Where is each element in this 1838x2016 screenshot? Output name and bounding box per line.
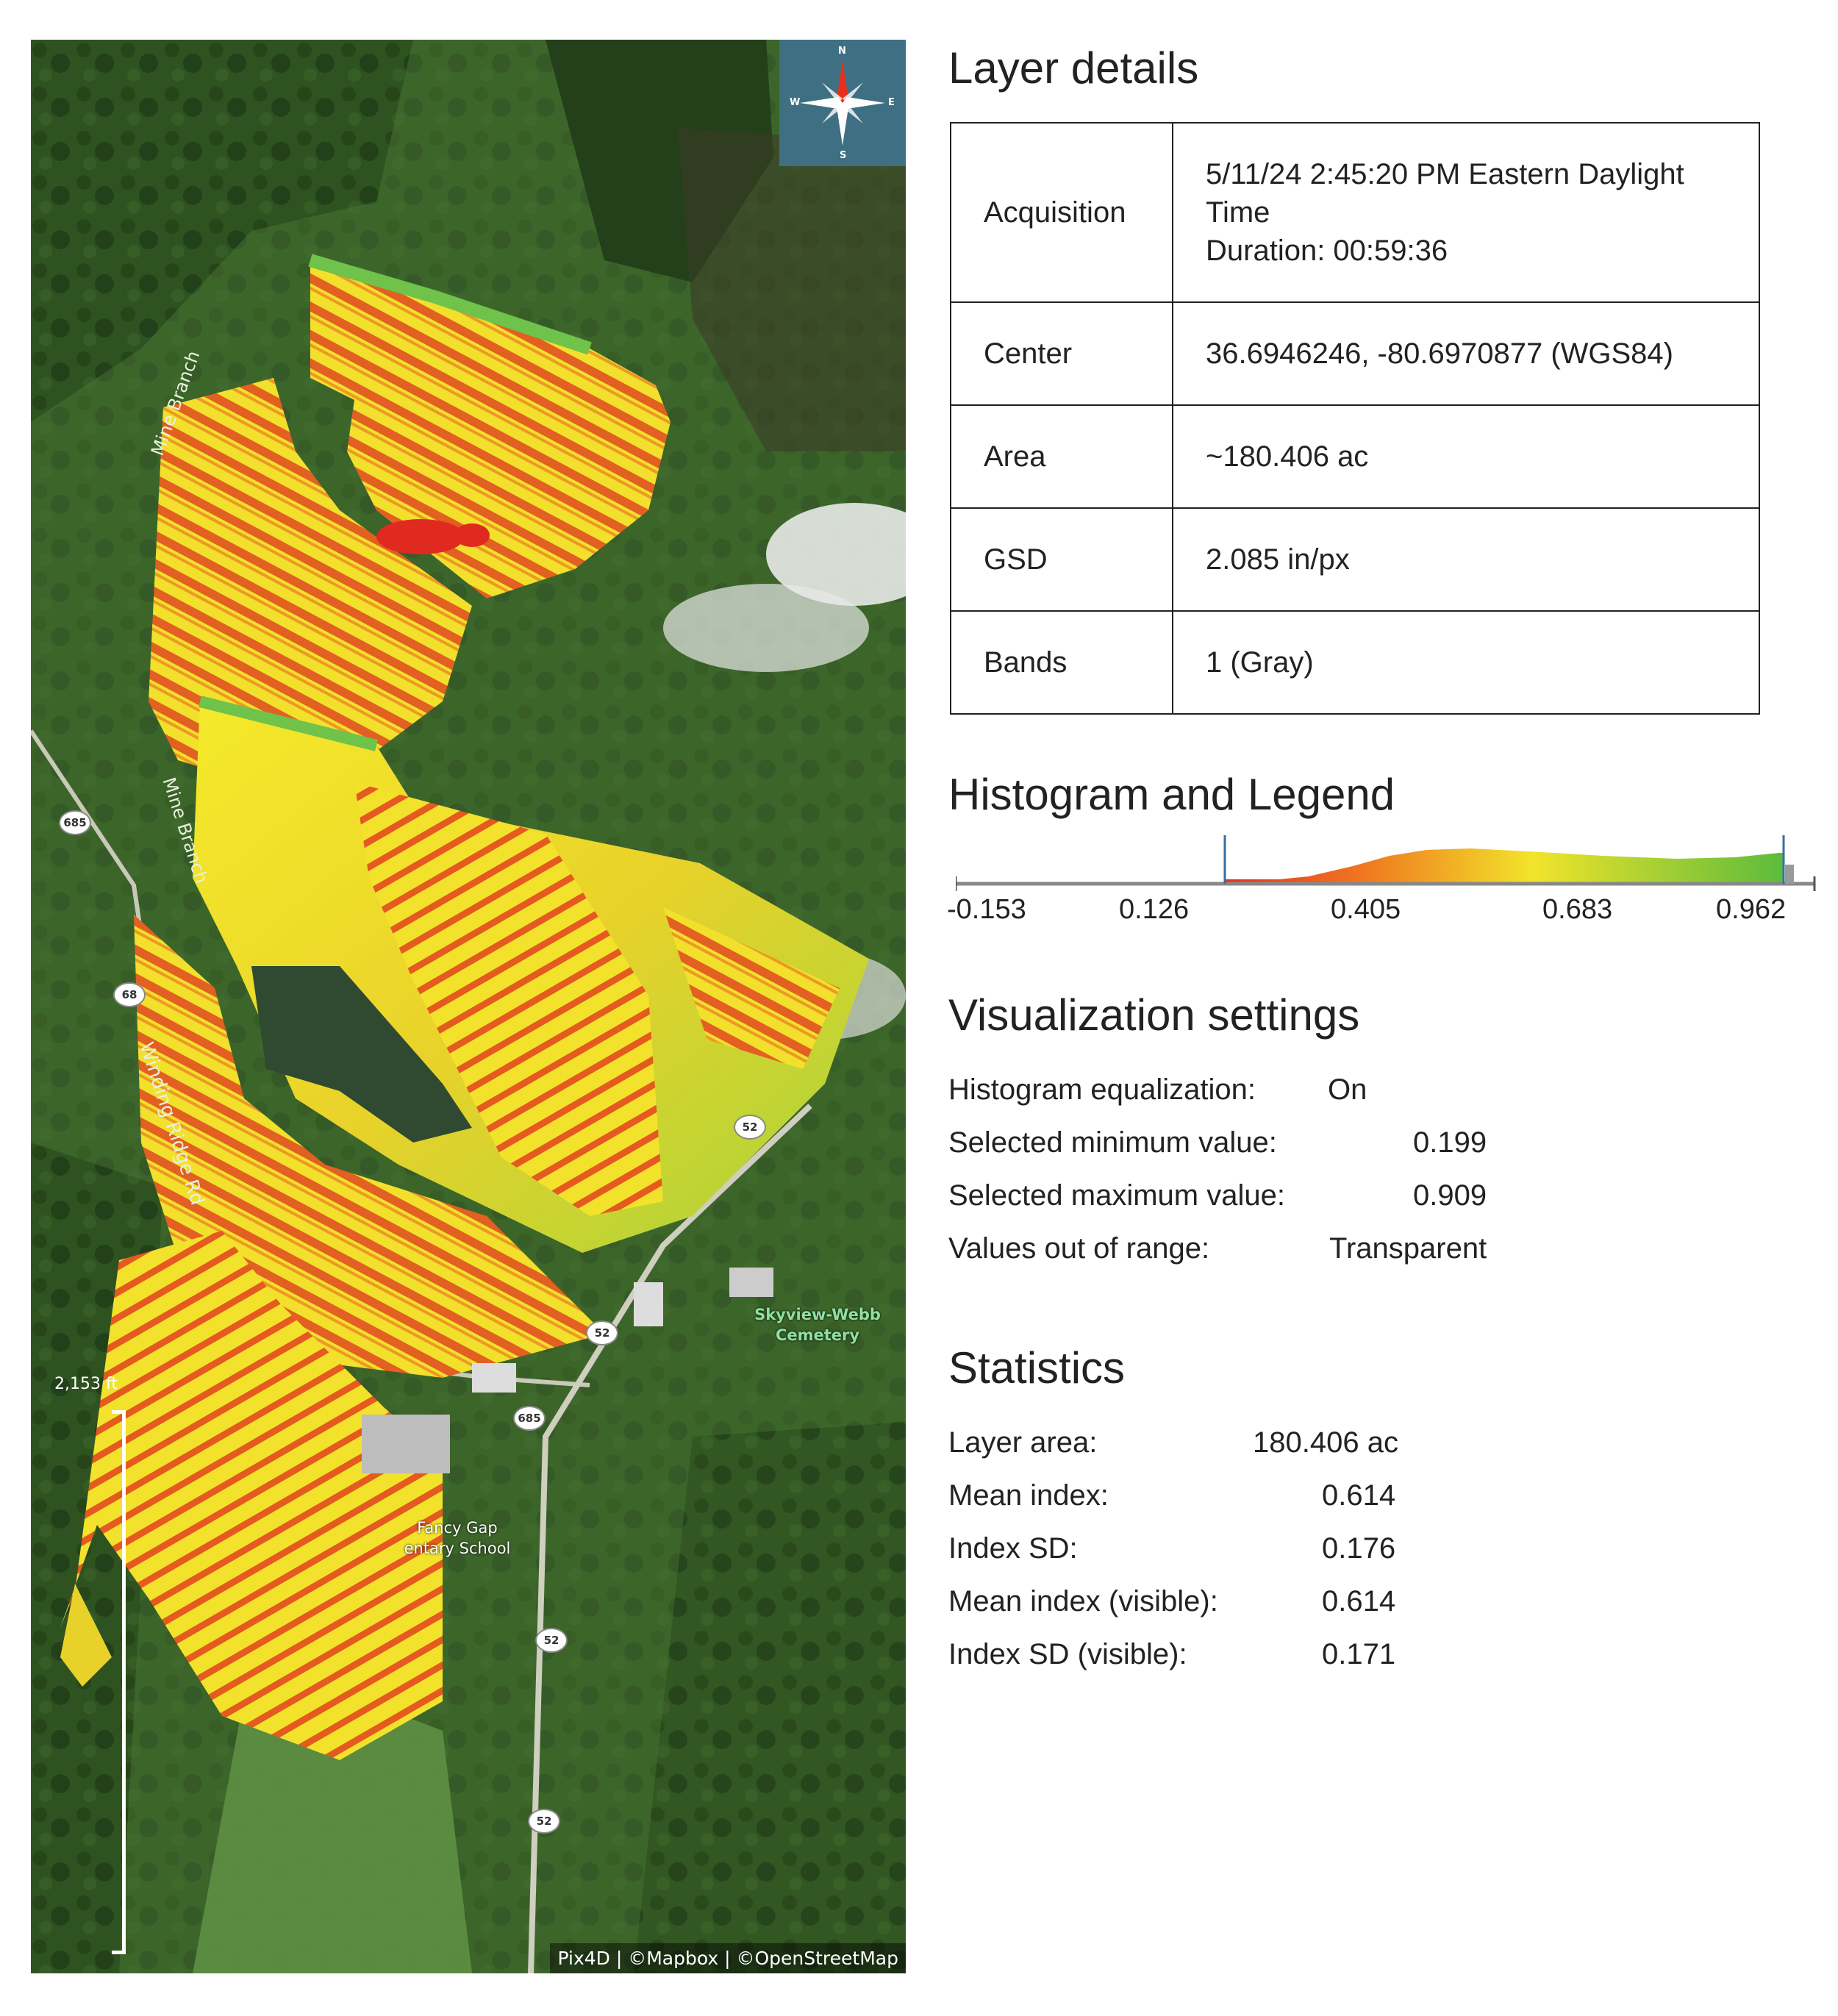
visualization-title: Visualization settings — [948, 990, 1360, 1040]
table-row: Center 36.6946246, -80.6970877 (WGS84) — [950, 301, 1760, 406]
compass-w: W — [790, 97, 801, 108]
stat-value: 0.614 — [1322, 1479, 1396, 1512]
row-value: 2.085 in/px — [1172, 507, 1760, 612]
row-key: Acquisition — [950, 122, 1173, 303]
setting-value: Transparent — [1329, 1232, 1487, 1265]
stat-value: 0.176 — [1322, 1532, 1396, 1565]
map-imagery — [31, 40, 906, 1973]
histogram-tick-label: 0.126 — [1119, 894, 1190, 925]
stat-label: Index SD: — [948, 1532, 1078, 1565]
row-value: ~180.406 ac — [1172, 404, 1760, 509]
layer-details-table: Acquisition 5/11/24 2:45:20 PM Eastern D… — [950, 122, 1760, 715]
histogram-tick-label: 0.962 — [1716, 894, 1787, 925]
table-row: Bands 1 (Gray) — [950, 610, 1760, 715]
poi-school[interactable]: Fancy Gap entary School — [404, 1519, 511, 1557]
compass-e: E — [888, 97, 895, 108]
compass-n: N — [838, 46, 846, 57]
row-value: 36.6946246, -80.6970877 (WGS84) — [1172, 301, 1760, 406]
stat-label: Mean index (visible): — [948, 1585, 1218, 1618]
row-key: Center — [950, 301, 1173, 406]
row-value: 5/11/24 2:45:20 PM Eastern Daylight Time… — [1172, 122, 1760, 303]
table-row: GSD 2.085 in/px — [950, 507, 1760, 612]
stat-value: 0.614 — [1322, 1585, 1396, 1618]
acquisition-duration: Duration: 00:59:36 — [1206, 235, 1448, 267]
compass[interactable]: N S E W — [779, 40, 906, 166]
road-shield: 685 — [513, 1406, 546, 1431]
scale-label: 2,153 ft — [54, 1375, 118, 1393]
table-row: Area ~180.406 ac — [950, 404, 1760, 509]
map-attribution[interactable]: Pix4D | ©Mapbox | ©OpenStreetMap — [550, 1943, 906, 1973]
setting-label: Selected maximum value: — [948, 1179, 1285, 1212]
row-key: Bands — [950, 610, 1173, 715]
stat-value: 180.406 ac — [1253, 1426, 1398, 1459]
stat-label: Mean index: — [948, 1479, 1109, 1512]
row-key: Area — [950, 404, 1173, 509]
setting-value: On — [1328, 1073, 1367, 1106]
row-key: GSD — [950, 507, 1173, 612]
road-shield: 68 — [113, 982, 146, 1007]
setting-label: Selected minimum value: — [948, 1126, 1277, 1159]
setting-value: 0.909 — [1413, 1179, 1487, 1212]
road-shield: 52 — [586, 1320, 618, 1345]
statistics-title: Statistics — [948, 1343, 1126, 1393]
layer-details-title: Layer details — [948, 43, 1199, 93]
ndvi-map[interactable]: Mine Branch Mine Branch Winding Ridge Rd… — [31, 40, 906, 1973]
stat-label: Layer area: — [948, 1426, 1098, 1459]
road-shield: 52 — [528, 1809, 560, 1834]
compass-s: S — [840, 150, 847, 161]
setting-label: Values out of range: — [948, 1232, 1210, 1265]
road-shield: 52 — [535, 1628, 568, 1653]
road-shield: 685 — [59, 810, 91, 835]
table-row: Acquisition 5/11/24 2:45:20 PM Eastern D… — [950, 122, 1760, 303]
histogram-title: Histogram and Legend — [948, 770, 1395, 819]
histogram-tick-label: -0.153 — [947, 894, 1026, 925]
histogram-legend[interactable] — [956, 835, 1816, 894]
setting-label: Histogram equalization: — [948, 1073, 1256, 1106]
stat-value: 0.171 — [1322, 1638, 1396, 1670]
histogram-tick-label: 0.683 — [1542, 894, 1613, 925]
scale-bar — [112, 1410, 126, 1954]
row-value: 1 (Gray) — [1172, 610, 1760, 715]
compass-rose-icon — [800, 60, 885, 146]
histogram-area — [1225, 848, 1784, 884]
histogram-tick-label: 0.405 — [1331, 894, 1401, 925]
poi-cemetery[interactable]: Skyview-Webb Cemetery — [754, 1306, 881, 1344]
out-of-range-bins — [1785, 865, 1794, 884]
acquisition-time: 5/11/24 2:45:20 PM Eastern Daylight Time — [1206, 158, 1684, 229]
stat-label: Index SD (visible): — [948, 1638, 1187, 1670]
road-shield: 52 — [734, 1115, 766, 1140]
setting-value: 0.199 — [1413, 1126, 1487, 1159]
